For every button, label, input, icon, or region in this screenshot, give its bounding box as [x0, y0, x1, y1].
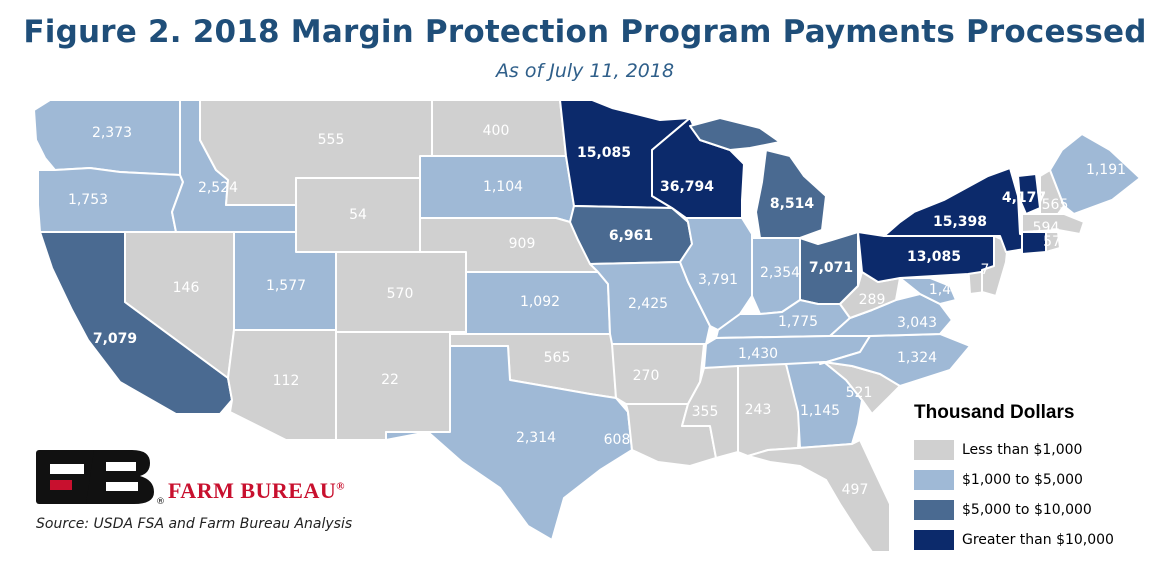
state-value-label-CO: 570 — [387, 286, 414, 302]
state-IL — [679, 217, 753, 331]
state-TX — [385, 345, 633, 541]
state-value-label-ME: 1,191 — [1086, 162, 1126, 178]
state-value-label-PA: 13,085 — [907, 249, 961, 265]
state-value-label-MA: 594 — [1033, 220, 1060, 236]
state-value-label-NY: 15,398 — [933, 214, 987, 230]
state-MI-UP — [689, 117, 781, 151]
state-value-label-UT: 1,577 — [266, 278, 306, 294]
state-value-label-NH: 565 — [1042, 197, 1069, 213]
legend-label: Less than $1,000 — [962, 442, 1083, 458]
legend-swatch — [914, 470, 954, 490]
legend-swatch — [914, 530, 954, 550]
state-value-label-CA: 7,079 — [93, 331, 137, 347]
state-value-label-TX: 2,314 — [516, 430, 556, 446]
state-value-label-MS: 355 — [692, 404, 719, 420]
state-value-label-OH: 7,071 — [809, 260, 853, 276]
state-value-label-AR: 270 — [633, 368, 660, 384]
state-MI — [755, 149, 827, 239]
legend-item-top: Greater than $10,000 — [914, 530, 1114, 550]
map-subtitle: As of July 11, 2018 — [495, 60, 675, 82]
farm-bureau-logo-icon: ® — [36, 450, 164, 506]
brand-reg-mark: ® — [336, 480, 345, 493]
state-value-label-MT: 555 — [318, 132, 345, 148]
legend-item-mid: $1,000 to $5,000 — [914, 470, 1083, 490]
state-value-label-ND: 400 — [483, 123, 510, 139]
state-value-label-NV: 146 — [173, 280, 200, 296]
state-RI — [1045, 231, 1061, 253]
state-value-label-AL: 243 — [745, 402, 772, 418]
state-value-label-KS: 1,092 — [520, 294, 560, 310]
legend-label: Greater than $10,000 — [962, 532, 1114, 548]
state-value-label-LA: 608 — [604, 432, 631, 448]
state-value-label-WA: 2,373 — [92, 125, 132, 141]
legend-label: $1,000 to $5,000 — [962, 472, 1083, 488]
state-value-label-ID: 2,524 — [198, 180, 238, 196]
legend-label: $5,000 to $10,000 — [962, 502, 1092, 518]
state-value-label-DE: 7 — [981, 262, 990, 278]
state-value-label-IA: 6,961 — [609, 228, 653, 244]
state-VT — [1017, 173, 1041, 215]
state-value-label-VA: 3,043 — [897, 315, 937, 331]
state-value-label-TN: 1,430 — [738, 346, 778, 362]
legend-item-high: $5,000 to $10,000 — [914, 500, 1092, 520]
state-value-label-VT: 4,177 — [1002, 190, 1046, 206]
state-value-label-NC: 1,324 — [897, 350, 937, 366]
state-NY — [883, 167, 1045, 253]
state-value-label-WV: 289 — [859, 292, 886, 308]
state-MD — [899, 277, 957, 305]
state-OR — [37, 167, 184, 233]
state-value-label-NE: 909 — [509, 236, 536, 252]
state-value-label-GA: 1,145 — [800, 403, 840, 419]
state-value-label-WI: 36,794 — [660, 179, 714, 195]
state-value-label-AZ: 112 — [273, 373, 300, 389]
state-value-label-NM: 22 — [381, 372, 399, 388]
state-value-label-OK: 565 — [544, 350, 571, 366]
state-value-label-IN: 2,354 — [760, 265, 800, 281]
svg-text:®: ® — [156, 497, 164, 506]
state-value-label-FL: 497 — [842, 482, 869, 498]
state-value-label-OR: 1,753 — [68, 192, 108, 208]
legend-swatch — [914, 500, 954, 520]
state-value-label-WY: 54 — [349, 207, 367, 223]
state-value-label-MN: 15,085 — [577, 145, 631, 161]
brand-name: FARM BUREAU — [168, 478, 337, 503]
state-value-label-RI: 57 — [1043, 234, 1061, 250]
source-note: Source: USDA FSA and Farm Bureau Analysi… — [36, 516, 353, 532]
state-value-label-SD: 1,104 — [483, 179, 523, 195]
state-ME — [1049, 133, 1141, 215]
state-value-label-KY: 1,775 — [778, 314, 818, 330]
state-value-label-MD: 1,4 — [929, 282, 951, 298]
state-FL — [747, 439, 891, 553]
legend-swatch — [914, 440, 954, 460]
state-NC — [819, 333, 971, 387]
state-value-label-SC: 521 — [846, 385, 873, 401]
state-value-label-MO: 2,425 — [628, 296, 668, 312]
map-title: Figure 2. 2018 Margin Protection Program… — [23, 14, 1147, 50]
legend-item-low: Less than $1,000 — [914, 440, 1082, 460]
state-NH — [1039, 169, 1065, 215]
state-value-label-MI: 8,514 — [770, 196, 815, 212]
state-value-label-IL: 3,791 — [698, 272, 738, 288]
legend-title: Thousand Dollars — [914, 402, 1075, 423]
farm-bureau-wordmark: FARM BUREAU® — [168, 478, 345, 504]
